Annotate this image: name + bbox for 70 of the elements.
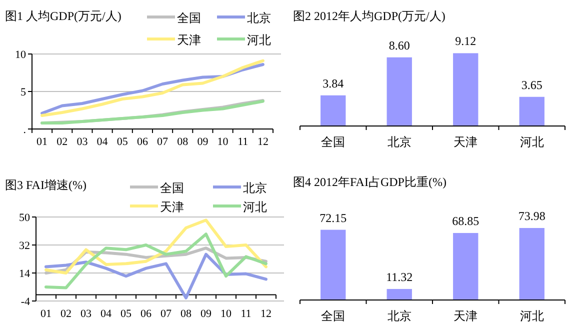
legend-label: 天津 <box>160 200 184 214</box>
legend-label: 河北 <box>247 33 271 47</box>
x-tick-label: 04 <box>96 136 108 148</box>
data-label: 68.85 <box>452 214 480 228</box>
x-tick-label: 全国 <box>321 135 346 149</box>
y-tick-label: 32 <box>19 240 30 252</box>
x-tick-label: 02 <box>56 136 68 148</box>
x-tick-label: 07 <box>157 136 169 148</box>
chart-title: 图3 FAI增速(%) <box>5 178 86 192</box>
line-series <box>44 232 268 290</box>
x-tick-label: 07 <box>160 308 172 320</box>
x-tick-label: 10 <box>220 308 232 320</box>
y-tick-label: . <box>23 124 26 136</box>
data-label: 3.65 <box>521 78 542 92</box>
x-tick-label: 02 <box>60 308 72 320</box>
data-label: 11.32 <box>386 270 413 284</box>
y-tick-label: -4 <box>20 296 30 308</box>
data-label: 72.15 <box>320 210 347 225</box>
chart-title: 图1 人均GDP(万元/人) <box>5 9 122 23</box>
legend-label: 全国 <box>160 181 184 195</box>
legend-label: 全国 <box>177 11 201 25</box>
line-series <box>44 218 268 274</box>
data-label: 3.84 <box>322 76 344 90</box>
y-tick-label: 50 <box>19 212 30 224</box>
line-series <box>44 252 268 300</box>
x-tick-label: 北京 <box>387 309 412 323</box>
bar <box>519 96 544 126</box>
bar <box>386 57 412 126</box>
x-tick-label: 天津 <box>454 135 478 149</box>
bar <box>519 228 544 300</box>
x-tick-label: 01 <box>36 136 48 148</box>
x-tick-label: 06 <box>136 136 148 148</box>
legend-label: 天津 <box>177 33 201 47</box>
y-tick-label: 10 <box>15 49 26 61</box>
legend-label: 北京 <box>247 11 271 25</box>
bar <box>453 232 478 300</box>
y-tick-label: 5 <box>20 86 26 98</box>
data-label: 9.12 <box>455 34 476 48</box>
chart-title: 图4 2012年FAI占GDP比重(%) <box>293 175 446 189</box>
x-tick-label: 天津 <box>454 309 478 323</box>
x-tick-label: 09 <box>197 136 209 148</box>
bar <box>386 288 412 300</box>
legend-label: 北京 <box>243 181 267 195</box>
y-tick-label: 14 <box>19 268 30 280</box>
x-tick-label: 05 <box>116 136 128 148</box>
x-tick-label: 09 <box>200 308 212 320</box>
x-tick-label: 08 <box>180 308 192 320</box>
x-tick-label: 河北 <box>520 309 544 323</box>
legend-label: 河北 <box>243 200 267 214</box>
bar <box>320 95 346 126</box>
x-tick-label: 12 <box>260 308 272 320</box>
bar <box>453 53 478 126</box>
x-tick-label: 10 <box>217 136 229 148</box>
x-tick-label: 11 <box>240 308 252 320</box>
chart-title: 图2 2012年人均GDP(万元/人) <box>293 9 446 23</box>
x-tick-label: 03 <box>80 308 92 320</box>
x-tick-label: 06 <box>140 308 152 320</box>
x-tick-label: 北京 <box>387 135 412 149</box>
x-tick-label: 全国 <box>321 309 346 323</box>
x-tick-label: 12 <box>257 136 268 148</box>
x-tick-label: 05 <box>120 308 132 320</box>
x-tick-label: 河北 <box>520 135 544 149</box>
data-label: 8.60 <box>388 38 410 52</box>
bar <box>320 230 346 300</box>
data-label: 73.98 <box>518 209 546 223</box>
x-tick-label: 03 <box>76 136 88 148</box>
x-tick-label: 08 <box>177 136 189 148</box>
x-tick-label: 11 <box>238 136 248 148</box>
x-tick-label: 04 <box>100 308 112 320</box>
x-tick-label: 01 <box>40 308 52 320</box>
